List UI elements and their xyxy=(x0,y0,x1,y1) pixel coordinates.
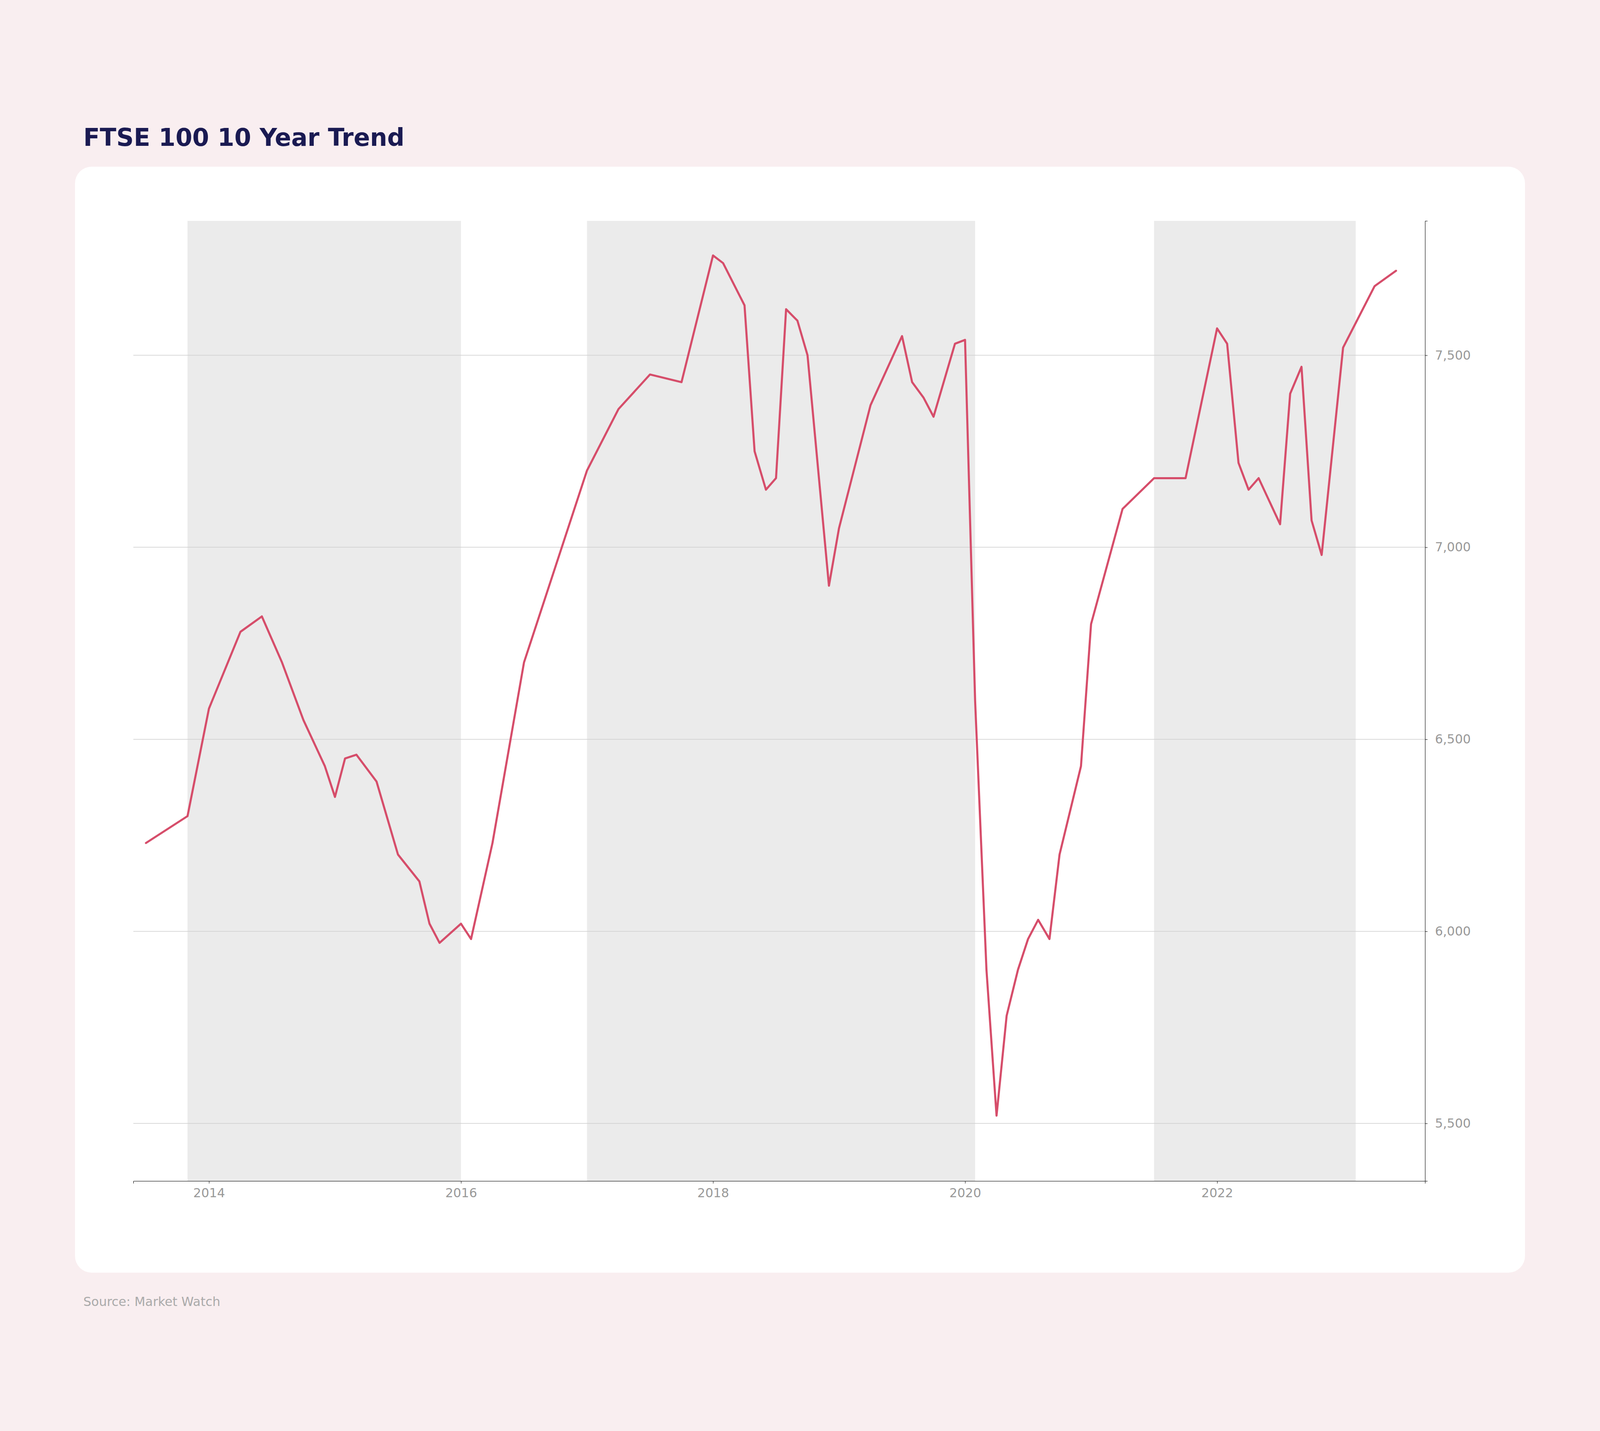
plot: 2014 2016 2018 2020 2022 5,500 6,000 6,500 7,000… xyxy=(133,220,1471,1200)
y-tick: 6,500 xyxy=(1425,731,1471,747)
y-axis: 5,500 6,000 6,500 7,000 7,500 xyxy=(1425,221,1471,1182)
x-tick-mark xyxy=(712,1180,714,1184)
x-tick-mark xyxy=(1217,1180,1218,1184)
y-tick: 5,500 xyxy=(1425,1115,1471,1131)
chart: FTSE 100 10 Year Trend Source: Market Wat… xyxy=(0,0,1600,1431)
y-tick-mark xyxy=(1425,547,1428,548)
grid-line xyxy=(133,738,1425,740)
grid-line xyxy=(133,547,1425,548)
y-tick-mark xyxy=(1425,355,1428,356)
grid-line xyxy=(133,930,1425,932)
x-tick-label: 2018 xyxy=(697,1185,730,1200)
x-tick-label: 2014 xyxy=(193,1185,225,1200)
title: FTSE 100 10 Year Trend xyxy=(83,123,405,152)
y-tick: 7,500 xyxy=(1425,347,1471,363)
y-axis-line xyxy=(1425,221,1428,1182)
grid xyxy=(133,355,1425,1124)
y-tick-label: 6,000 xyxy=(1435,923,1471,939)
y-tick-label: 7,500 xyxy=(1435,347,1471,363)
shade-bands xyxy=(187,220,1356,1181)
source: Source: Market Watch xyxy=(83,1294,221,1309)
y-tick-mark xyxy=(1425,739,1428,740)
y-tick-label: 6,500 xyxy=(1435,731,1471,747)
x-tick-mark xyxy=(965,1180,966,1184)
x-axis: 2014 2016 2018 2020 2022 xyxy=(133,1180,1426,1200)
x-tick: 2016 xyxy=(445,1180,478,1200)
y-tick-mark xyxy=(1425,1123,1428,1124)
x-tick-label: 2016 xyxy=(445,1185,478,1200)
x-tick: 2014 xyxy=(193,1180,225,1200)
x-tick-mark xyxy=(208,1180,210,1184)
x-tick-label: 2022 xyxy=(1201,1185,1233,1200)
series xyxy=(145,255,1396,1116)
x-tick: 2020 xyxy=(949,1180,981,1200)
shade-band xyxy=(187,220,461,1181)
x-tick-mark xyxy=(460,1180,462,1184)
shade-band xyxy=(587,220,976,1181)
x-tick-label: 2020 xyxy=(949,1185,981,1200)
y-tick-mark xyxy=(1425,931,1428,932)
y-tick: 6,000 xyxy=(1425,923,1471,939)
y-tick-label: 5,500 xyxy=(1435,1115,1471,1131)
background xyxy=(0,0,1600,1431)
grid-line xyxy=(133,1122,1425,1124)
x-axis-line xyxy=(133,1181,1426,1184)
x-tick: 2018 xyxy=(697,1180,730,1200)
shade-band xyxy=(1154,220,1356,1181)
grid-line xyxy=(133,355,1425,356)
card xyxy=(75,166,1525,1273)
y-tick-label: 7,000 xyxy=(1435,539,1471,555)
line xyxy=(145,255,1396,1116)
x-tick: 2022 xyxy=(1201,1180,1233,1200)
y-tick: 7,000 xyxy=(1425,539,1471,555)
